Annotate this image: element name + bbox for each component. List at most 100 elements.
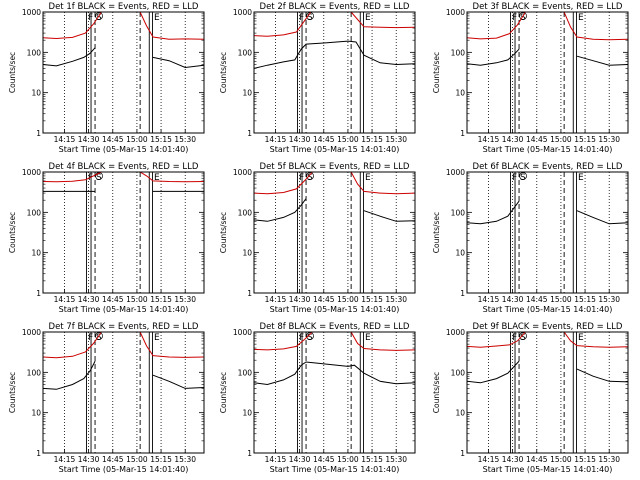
y-tick-label: 1	[247, 449, 252, 458]
marker-label-e: E	[365, 13, 371, 23]
marker-label-s: S	[96, 13, 102, 23]
series-line-lld	[43, 332, 204, 359]
x-tick-label: 14:15	[265, 295, 287, 304]
y-tick-label: 1000	[22, 328, 41, 337]
series-line-events	[576, 55, 628, 66]
x-tick-label: 14:30	[502, 135, 524, 144]
marker-label-f: F	[299, 173, 304, 183]
chart-title: Det 5f BLACK = Events, RED = LLD	[260, 162, 410, 172]
x-tick-label: 15:15	[361, 135, 383, 144]
x-tick-label: 15:15	[574, 135, 596, 144]
series-line-events	[576, 368, 628, 383]
y-tick-label: 1000	[233, 168, 252, 177]
series-line-events	[254, 198, 307, 222]
y-axis-label: Counts/sec	[219, 212, 228, 253]
x-axis-label: Start Time (05-Mar-15 14:01:40)	[59, 465, 189, 474]
chart-title: Det 4f BLACK = Events, RED = LLD	[49, 162, 199, 172]
y-tick-label: 1	[247, 289, 252, 298]
series-line-lld	[254, 332, 415, 351]
x-tick-label: 14:15	[478, 295, 500, 304]
plot-frame	[253, 331, 416, 454]
y-tick-label: 1	[36, 129, 41, 138]
x-axis-label: Start Time (05-Mar-15 14:01:40)	[270, 465, 400, 474]
x-tick-label: 15:15	[150, 455, 172, 464]
marker-label-s: S	[307, 13, 313, 23]
marker-label-e: E	[578, 173, 584, 183]
y-tick-label: 1	[247, 129, 252, 138]
x-tick-label: 14:45	[102, 455, 124, 464]
x-tick-label: 14:45	[102, 135, 124, 144]
x-tick-label: 15:00	[126, 295, 148, 304]
series-line-lld	[43, 172, 204, 183]
plot-frame	[253, 171, 416, 294]
marker-label-e: E	[154, 333, 160, 343]
plot-frame	[253, 11, 416, 134]
y-tick-label: 10	[31, 89, 41, 98]
x-tick-label: 15:15	[150, 295, 172, 304]
y-tick-label: 10	[242, 409, 252, 418]
y-tick-label: 100	[27, 368, 42, 377]
y-tick-label: 1	[460, 129, 465, 138]
series-line-events	[152, 56, 204, 69]
plot-frame	[466, 11, 629, 134]
x-tick-label: 14:30	[78, 455, 100, 464]
y-axis-label: Counts/sec	[8, 372, 17, 413]
marker-label-s: S	[307, 333, 313, 343]
x-tick-label: 14:45	[313, 135, 335, 144]
y-tick-label: 100	[451, 368, 466, 377]
y-axis-label: Counts/sec	[219, 52, 228, 93]
marker-label-s: S	[520, 333, 526, 343]
x-axis-label: Start Time (05-Mar-15 14:01:40)	[270, 305, 400, 314]
y-axis-label: Counts/sec	[219, 372, 228, 413]
x-tick-label: 15:00	[126, 135, 148, 144]
series-line-lld	[254, 172, 415, 195]
y-tick-label: 10	[455, 89, 465, 98]
y-tick-label: 10	[31, 409, 41, 418]
x-axis-label: Start Time (05-Mar-15 14:01:40)	[59, 305, 189, 314]
series-line-events	[467, 360, 520, 384]
marker-label-e: E	[578, 333, 584, 343]
plot-frame	[466, 331, 629, 454]
x-tick-label: 14:30	[289, 455, 311, 464]
series-line-lld	[43, 12, 204, 40]
x-tick-label: 15:30	[385, 135, 407, 144]
series-line-events	[43, 47, 96, 67]
y-axis-label: Counts/sec	[8, 212, 17, 253]
marker-label-s: S	[96, 333, 102, 343]
x-tick-label: 14:15	[265, 135, 287, 144]
y-tick-label: 10	[455, 409, 465, 418]
x-tick-label: 14:30	[78, 135, 100, 144]
x-tick-label: 15:00	[337, 295, 359, 304]
y-tick-label: 100	[238, 208, 253, 217]
x-tick-label: 14:30	[78, 295, 100, 304]
y-tick-label: 1000	[446, 8, 465, 17]
y-tick-label: 1000	[233, 328, 252, 337]
chart-title: Det 8f BLACK = Events, RED = LLD	[260, 322, 410, 332]
x-tick-label: 15:30	[385, 295, 407, 304]
marker-label-e: E	[578, 13, 584, 23]
x-tick-label: 15:00	[126, 455, 148, 464]
y-tick-label: 1000	[446, 328, 465, 337]
y-tick-label: 1000	[233, 8, 252, 17]
x-tick-label: 15:30	[174, 135, 196, 144]
x-tick-label: 15:15	[574, 295, 596, 304]
x-tick-label: 15:00	[550, 295, 572, 304]
x-tick-label: 14:30	[502, 455, 524, 464]
marker-label-f: F	[512, 13, 517, 23]
y-tick-label: 1	[36, 449, 41, 458]
y-tick-label: 100	[238, 368, 253, 377]
x-tick-label: 15:15	[150, 135, 172, 144]
x-axis-label: Start Time (05-Mar-15 14:01:40)	[483, 305, 613, 314]
x-tick-label: 15:15	[361, 295, 383, 304]
y-axis-label: Counts/sec	[432, 372, 441, 413]
x-tick-label: 14:45	[313, 295, 335, 304]
x-tick-label: 14:45	[526, 455, 548, 464]
